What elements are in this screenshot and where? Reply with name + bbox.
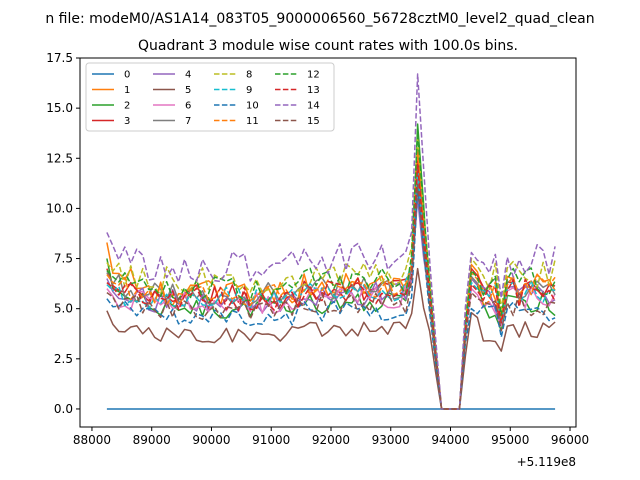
plot-area: 88000 89000 90000 91000 92000 93000 94000 95000… [46,51,589,469]
x-tick-label: 91000 [252,433,290,447]
series-line-8 [106,137,556,410]
legend-label-10: 10 [246,101,259,112]
legend-label-1: 1 [124,85,130,96]
legend-label-4: 4 [185,70,191,81]
x-tick-label: 88000 [73,433,111,447]
chart-title: Quadrant 3 module wise count rates with … [138,38,518,54]
legend-label-13: 13 [307,85,320,96]
x-axis-offset-label: +5.119e8 [517,455,576,469]
legend-box [85,62,335,132]
x-tick-label: 90000 [192,433,230,447]
y-tick-label: 10.0 [46,201,73,215]
legend-label-9: 9 [246,85,252,96]
series-line-15 [106,183,556,410]
x-tick-label: 93000 [372,433,410,447]
x-tick-label: 95000 [491,433,529,447]
legend-label-3: 3 [124,116,130,127]
series-line-10 [106,187,556,410]
x-tick-label: 94000 [431,433,469,447]
legend-label-12: 12 [307,70,320,81]
axes-frame [79,57,577,428]
legend-label-5: 5 [185,85,191,96]
legend-label-14: 14 [307,101,320,112]
legend-label-11: 11 [246,116,259,127]
y-tick-label: 12.5 [46,151,73,165]
x-tick-label: 96000 [551,433,589,447]
series-line-14 [106,73,556,410]
y-tick-label: 5.0 [54,302,73,316]
x-tick-label: 89000 [133,433,171,447]
series-layer [106,73,556,410]
x-axis: 88000 89000 90000 91000 92000 93000 94000 95000… [73,427,589,447]
y-tick-label: 15.0 [46,101,73,115]
legend-label-8: 8 [246,70,252,81]
legend-label-15: 15 [307,116,320,127]
legend-label-6: 6 [185,101,191,112]
legend-label-7: 7 [185,116,191,127]
series-line-5 [106,267,556,410]
x-tick-label: 92000 [312,433,350,447]
y-tick-label: 2.5 [54,352,73,366]
series-line-12 [106,131,556,410]
series-line-13 [106,163,556,410]
legend-label-2: 2 [124,101,130,112]
y-tick-label: 17.5 [46,51,73,65]
legend-label-0: 0 [124,70,130,81]
y-tick-label: 7.5 [54,252,73,266]
y-tick-label: 0.0 [54,402,73,416]
y-axis: 0.0 2.5 5.0 7.5 10.0 12.5 15.0 17.5 [46,51,80,416]
figure-suptitle: n file: modeM0/AS1A14_083T05_9000006560_… [45,11,594,27]
series-line-9 [106,171,556,410]
